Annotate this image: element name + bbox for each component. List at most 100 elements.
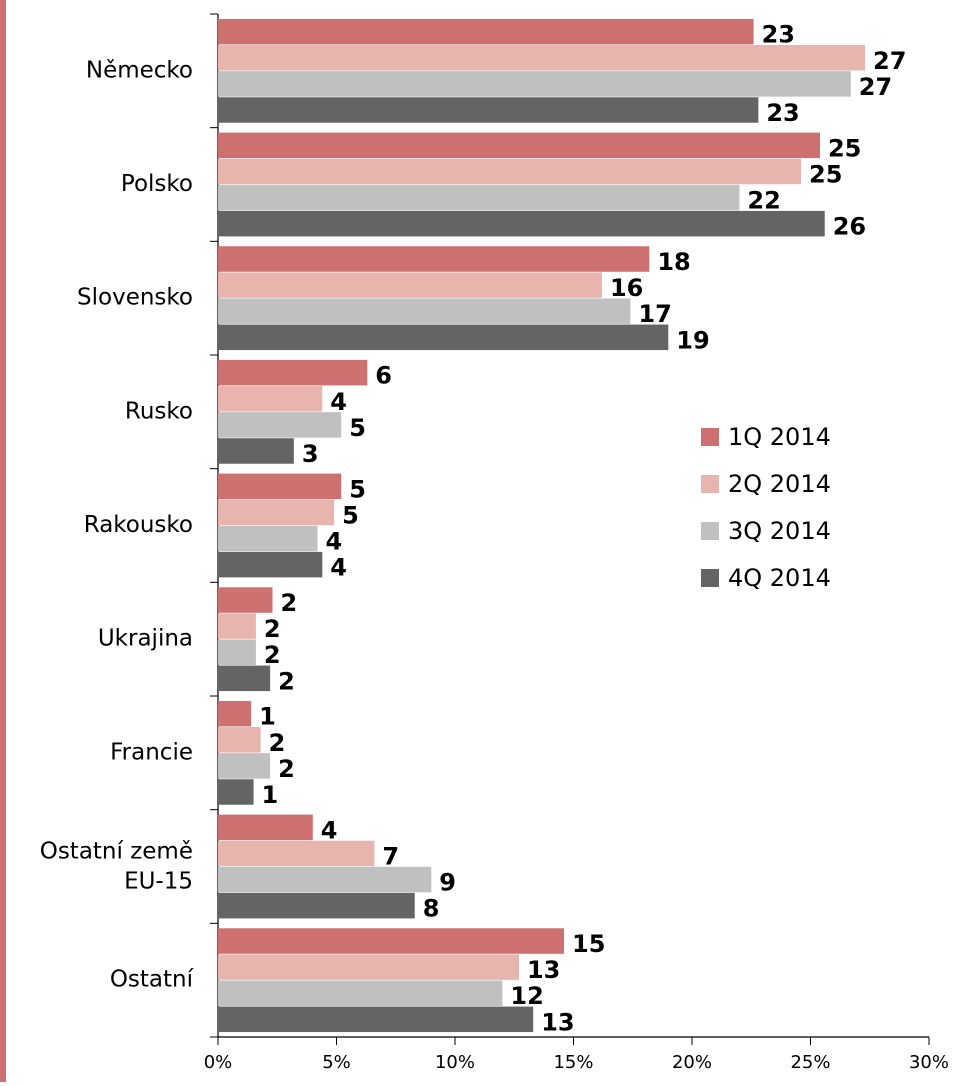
bar xyxy=(218,779,254,805)
bar xyxy=(218,700,252,727)
bar xyxy=(218,665,271,692)
value-label: 2 xyxy=(264,615,281,643)
value-label: 4 xyxy=(321,816,338,844)
value-label: 4 xyxy=(330,388,347,416)
value-label: 5 xyxy=(342,501,359,529)
bar xyxy=(218,272,602,298)
legend-swatch xyxy=(701,522,719,540)
y-tick-label: Ostatní xyxy=(110,967,194,993)
value-label: 17 xyxy=(638,300,671,328)
y-tick-label-line: EU-15 xyxy=(124,868,193,894)
value-label: 18 xyxy=(657,248,690,276)
bar xyxy=(218,892,415,919)
x-tick-label: 15% xyxy=(553,1052,593,1073)
bar xyxy=(218,210,825,237)
legend-label: 1Q 2014 xyxy=(728,423,831,451)
value-label: 4 xyxy=(326,528,343,556)
bar xyxy=(218,386,323,412)
bar xyxy=(218,928,565,954)
y-tick-label: Slovensko xyxy=(77,285,193,311)
legend-swatch xyxy=(701,428,719,446)
value-label: 5 xyxy=(349,414,366,442)
value-label: 25 xyxy=(809,160,842,188)
value-label: 23 xyxy=(766,99,799,127)
y-tick-label: Polsko xyxy=(121,171,193,197)
value-label: 13 xyxy=(527,956,560,984)
legend-swatch xyxy=(701,569,719,587)
value-label: 1 xyxy=(262,781,279,809)
bar xyxy=(218,412,342,438)
x-tick-label: 5% xyxy=(322,1052,351,1073)
bar xyxy=(218,298,631,324)
bar xyxy=(218,184,740,211)
value-label: 4 xyxy=(330,554,347,582)
value-label: 27 xyxy=(859,73,892,101)
value-label: 2 xyxy=(264,641,281,669)
value-label: 2 xyxy=(281,589,298,617)
value-label: 2 xyxy=(278,755,295,783)
legend-label: 4Q 2014 xyxy=(728,564,831,592)
value-label: 16 xyxy=(610,274,643,302)
bar xyxy=(218,473,342,500)
y-tick-label: Ostatní země EU-15 xyxy=(40,838,193,894)
bar xyxy=(218,840,375,867)
value-label: 3 xyxy=(302,440,319,468)
bar xyxy=(218,727,261,753)
legend-swatch xyxy=(701,475,719,493)
bar xyxy=(218,158,802,185)
bar xyxy=(218,814,313,841)
x-tick-label: 30% xyxy=(909,1052,949,1073)
value-label: 27 xyxy=(873,47,906,75)
y-tick-label: Německo xyxy=(86,57,193,83)
bar xyxy=(218,71,851,97)
bar xyxy=(218,954,519,980)
value-label: 26 xyxy=(833,213,866,241)
bar xyxy=(218,246,650,272)
bar xyxy=(218,132,820,159)
value-label: 2 xyxy=(278,667,295,695)
bar xyxy=(218,866,432,893)
y-tick-label: Rusko xyxy=(125,398,193,424)
bar xyxy=(218,639,256,665)
bar xyxy=(218,97,759,123)
value-label: 1 xyxy=(259,703,276,731)
value-label: 7 xyxy=(382,842,399,870)
value-label: 23 xyxy=(762,21,795,49)
value-label: 8 xyxy=(423,895,440,923)
value-label: 22 xyxy=(747,187,780,215)
value-label: 13 xyxy=(541,1008,574,1036)
bar xyxy=(218,324,669,351)
legend-label: 3Q 2014 xyxy=(728,517,831,545)
value-label: 15 xyxy=(572,930,605,958)
bar xyxy=(218,499,335,526)
y-tick-label: Ukrajina xyxy=(98,626,193,652)
bar xyxy=(218,359,368,386)
legend-label: 2Q 2014 xyxy=(728,470,831,498)
value-label: 25 xyxy=(828,134,861,162)
x-tick-label: 20% xyxy=(672,1052,712,1073)
y-tick-label: Francie xyxy=(110,739,193,765)
value-label: 2 xyxy=(269,729,286,757)
bar xyxy=(218,45,866,71)
bar xyxy=(218,613,256,639)
bar xyxy=(218,1006,534,1033)
value-label: 5 xyxy=(349,475,366,503)
value-label: 12 xyxy=(510,982,543,1010)
value-label: 6 xyxy=(375,362,392,390)
bar xyxy=(218,587,273,613)
x-tick-label: 10% xyxy=(435,1052,475,1073)
bar xyxy=(218,980,503,1006)
x-tick-label: 25% xyxy=(790,1052,830,1073)
bar xyxy=(218,18,754,45)
bar xyxy=(218,551,323,578)
value-label: 9 xyxy=(439,869,456,897)
bar xyxy=(218,438,294,464)
value-label: 19 xyxy=(676,326,709,354)
bar xyxy=(218,753,271,779)
x-tick-label: 0% xyxy=(204,1052,233,1073)
y-tick-label: Rakousko xyxy=(84,512,193,538)
bar xyxy=(218,525,318,552)
side-stripe xyxy=(0,0,6,1082)
y-tick-label-line: Ostatní země xyxy=(40,838,193,864)
